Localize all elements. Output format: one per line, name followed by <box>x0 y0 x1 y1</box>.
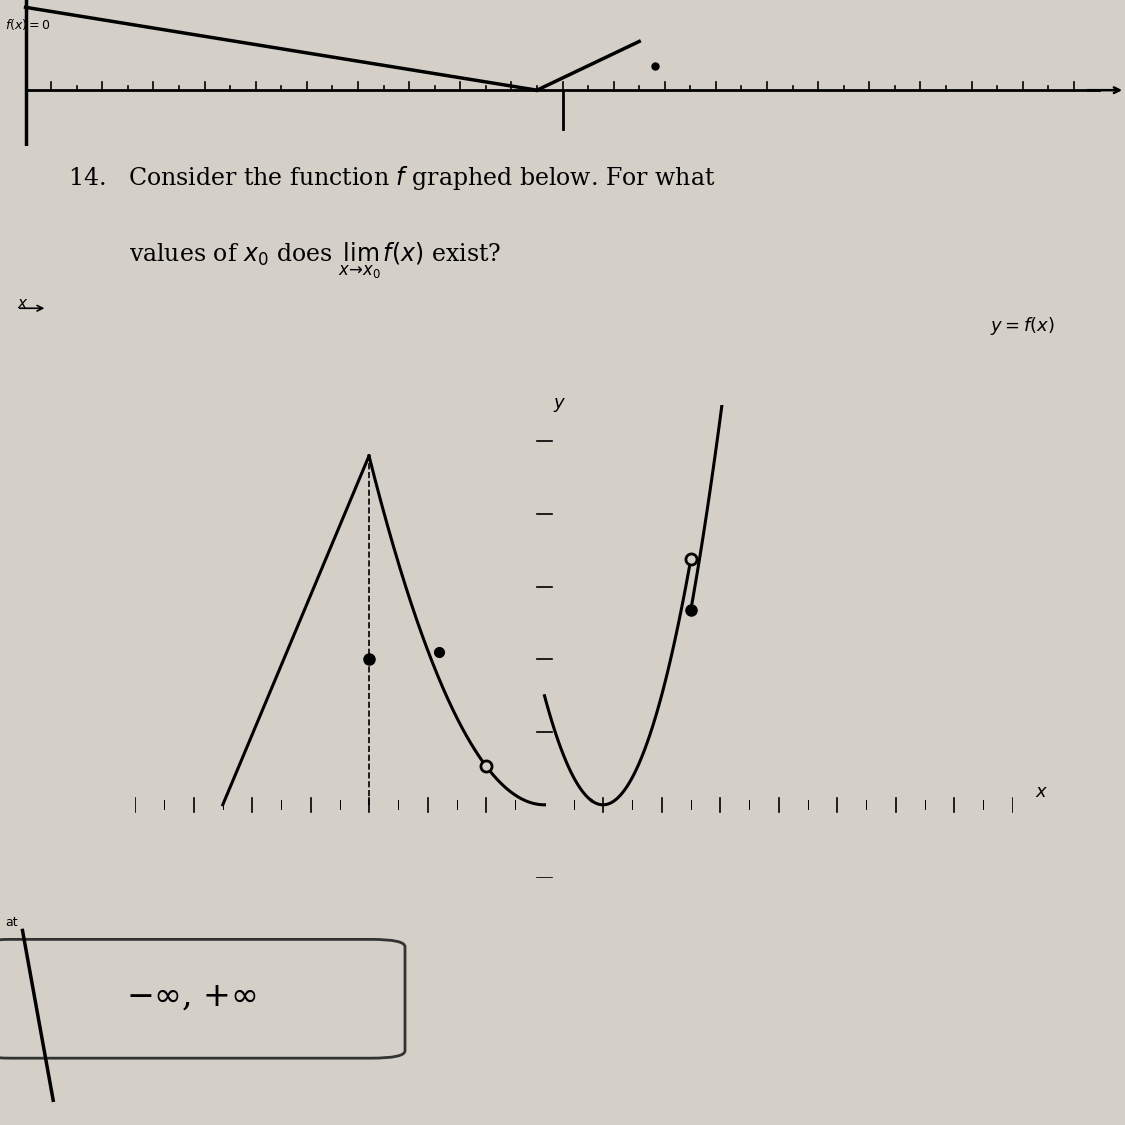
Text: $y = f(x)$: $y = f(x)$ <box>990 315 1054 338</box>
Text: $f(x)=0$: $f(x)=0$ <box>6 17 51 32</box>
Text: $x$: $x$ <box>17 296 28 312</box>
Text: $-\infty$, $+\infty$: $-\infty$, $+\infty$ <box>126 980 256 1012</box>
Text: 14.   Consider the function $f$ graphed below. For what: 14. Consider the function $f$ graphed be… <box>68 164 714 192</box>
Text: values of $x_0$ does $\lim_{x \to x_0} f(x)$ exist?: values of $x_0$ does $\lim_{x \to x_0} f… <box>129 241 502 281</box>
Text: at: at <box>6 916 18 928</box>
FancyBboxPatch shape <box>0 939 405 1059</box>
Text: $y$: $y$ <box>554 396 567 414</box>
Text: $x$: $x$ <box>1035 783 1048 801</box>
